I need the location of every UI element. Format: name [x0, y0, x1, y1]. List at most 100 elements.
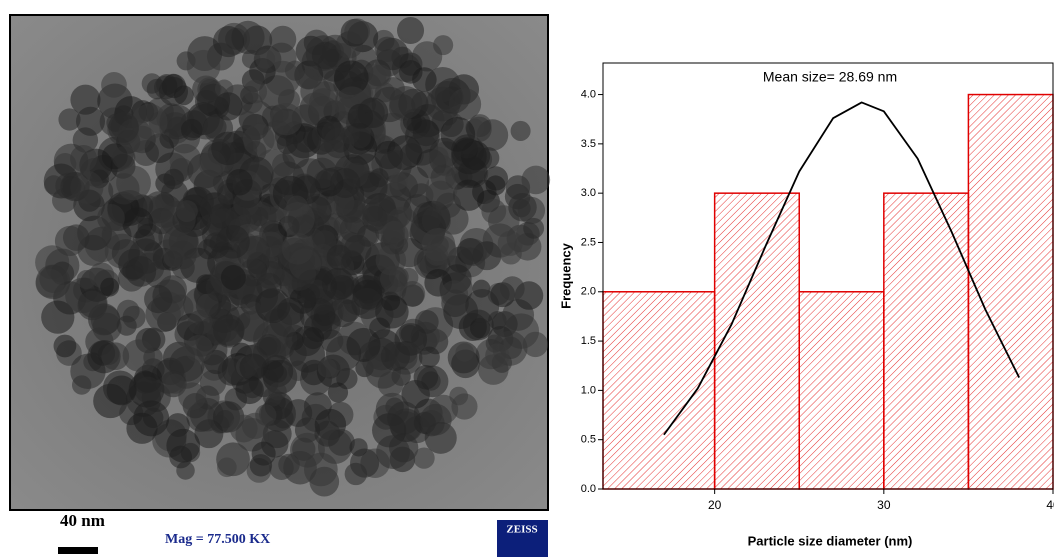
- particle: [469, 317, 491, 339]
- particle: [399, 281, 426, 307]
- scale-bar-label: 40 nm: [60, 511, 105, 530]
- particle: [175, 200, 198, 223]
- particle: [420, 403, 452, 436]
- particle: [369, 64, 392, 87]
- particle: [500, 276, 525, 301]
- particle: [433, 35, 454, 56]
- particle: [280, 202, 315, 237]
- particle: [281, 232, 314, 265]
- particle: [194, 89, 219, 113]
- particle: [343, 199, 367, 224]
- plot-frame: [602, 62, 1054, 490]
- particle: [350, 127, 371, 149]
- particle: [144, 133, 175, 163]
- particle: [243, 79, 268, 104]
- particle: [187, 310, 213, 335]
- bar: [602, 291, 716, 490]
- particle: [476, 119, 509, 151]
- particle: [186, 49, 221, 84]
- particle: [255, 404, 277, 426]
- particle: [425, 86, 461, 122]
- particle: [521, 165, 551, 195]
- particle: [260, 355, 294, 388]
- scale-bar: [58, 547, 98, 554]
- y-tick-label: 2.5: [581, 236, 596, 248]
- particle: [303, 452, 338, 487]
- particle: [344, 234, 372, 263]
- particle: [346, 327, 381, 362]
- particle: [375, 294, 409, 329]
- particle: [508, 193, 537, 222]
- particle: [413, 447, 435, 469]
- bar: [967, 93, 1054, 490]
- particle: [272, 407, 294, 429]
- particle: [323, 127, 355, 159]
- particle: [351, 287, 383, 320]
- particle: [217, 457, 237, 478]
- particle: [242, 123, 275, 156]
- particle: [465, 288, 500, 324]
- particle: [428, 146, 449, 167]
- particle: [349, 438, 368, 457]
- particle: [333, 215, 352, 234]
- particle: [330, 167, 361, 199]
- particle: [459, 238, 487, 267]
- particle: [125, 256, 157, 287]
- x-tick-label: 40: [1046, 498, 1054, 512]
- particle: [128, 371, 165, 408]
- particle: [416, 365, 449, 398]
- particle: [92, 312, 122, 342]
- x-tick-label: 20: [708, 498, 722, 512]
- particle: [100, 277, 120, 297]
- particle: [101, 342, 130, 371]
- particle: [55, 172, 82, 199]
- particle: [122, 305, 146, 329]
- particle: [97, 203, 125, 232]
- particle: [185, 334, 213, 363]
- particle: [276, 133, 298, 154]
- particle: [76, 270, 96, 290]
- y-tick-label: 1.0: [581, 384, 596, 396]
- particle: [322, 267, 355, 301]
- particle: [214, 92, 243, 121]
- particle: [397, 16, 425, 45]
- particle: [435, 192, 462, 219]
- particle: [144, 284, 173, 314]
- particle: [289, 336, 326, 373]
- particle: [451, 393, 478, 420]
- particle: [497, 230, 523, 256]
- particle: [256, 333, 281, 359]
- particle: [412, 67, 437, 92]
- x-tick-label: 30: [877, 498, 891, 512]
- particle: [166, 428, 201, 463]
- particle: [270, 103, 303, 136]
- x-axis-label: Particle size diameter (nm): [748, 533, 913, 548]
- y-tick-label: 3.0: [581, 187, 596, 199]
- particle: [122, 339, 155, 372]
- magnification: Mag = 77.500 KX: [165, 532, 270, 547]
- particle: [77, 290, 108, 321]
- particle: [106, 375, 137, 406]
- particle: [108, 112, 139, 143]
- y-tick-label: 0.0: [581, 483, 596, 495]
- particle: [255, 49, 276, 69]
- particle: [178, 382, 207, 411]
- particle: [133, 400, 170, 437]
- particle: [380, 341, 411, 371]
- particle: [229, 414, 258, 443]
- particle: [168, 240, 197, 270]
- particle: [389, 171, 408, 190]
- particle: [75, 106, 106, 136]
- particle: [382, 220, 406, 244]
- particle: [255, 287, 291, 324]
- particle: [122, 207, 154, 239]
- particle: [485, 343, 510, 368]
- particle: [298, 68, 319, 89]
- particle: [58, 108, 81, 131]
- particle: [256, 260, 285, 290]
- particle: [44, 175, 64, 195]
- particle: [328, 297, 358, 328]
- particle: [41, 300, 75, 334]
- particle: [101, 72, 127, 98]
